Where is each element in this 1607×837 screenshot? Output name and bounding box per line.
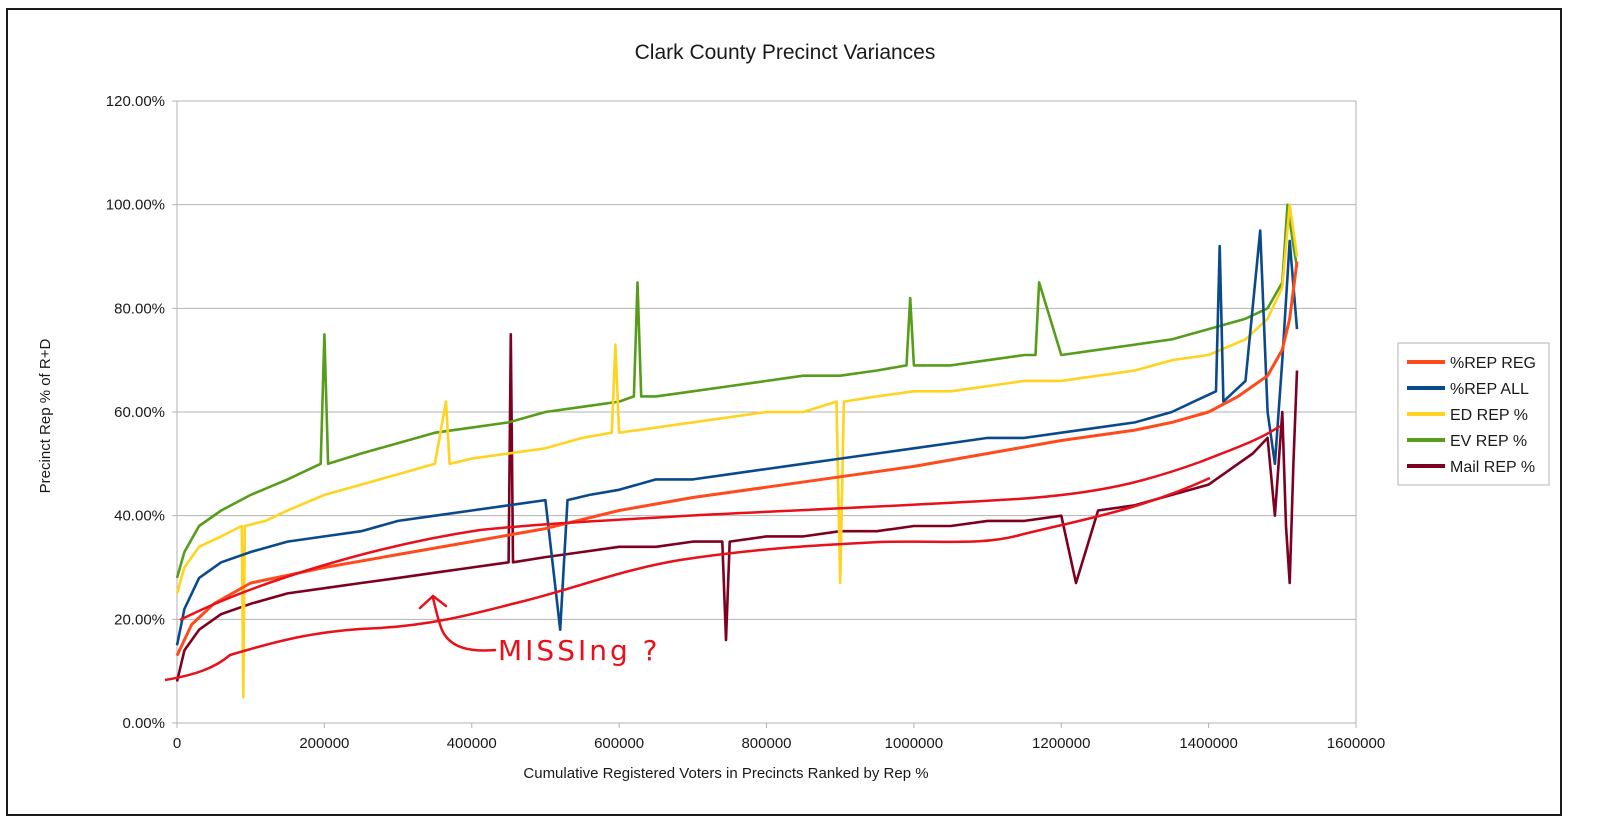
x-tick-label: 200000 (299, 735, 349, 752)
annotation-lower-curve (164, 476, 1211, 682)
y-tick-label: 20.00% (114, 611, 165, 628)
y-tick-label: 0.00% (122, 715, 165, 732)
x-tick-labels: 0 200000 400000 600000 800000 1000000 1200000 1… (173, 735, 1385, 752)
x-axis-title: Cumulative Registered Voters in Precinct… (523, 765, 928, 782)
x-tick-label: 0 (173, 735, 181, 752)
x-tick-label: 1600000 (1327, 735, 1385, 752)
grid-lines (172, 100, 1357, 728)
series-line-mail-rep (175, 332, 1299, 682)
x-tick-label: 1400000 (1179, 735, 1237, 752)
series-line-ev-rep (175, 203, 1299, 579)
hand-drawn-annotation: MISSIng ? (164, 424, 1281, 682)
chart-title: Clark County Precinct Variances (635, 41, 936, 64)
annotation-text: MISSIng ? (498, 634, 661, 667)
legend-label: EV REP % (1450, 433, 1527, 450)
series-line-rep-reg (175, 261, 1299, 657)
x-tick-label: 1000000 (885, 735, 943, 752)
legend: %REP REG %REP ALL ED REP % EV REP % Mail REP… (1397, 342, 1550, 486)
annotation-upper-curve (179, 424, 1281, 622)
annotation-arrow (418, 594, 497, 652)
y-tick-label: 120.00% (106, 93, 165, 110)
x-tick-label: 400000 (447, 735, 497, 752)
y-tick-labels: 0.00% 20.00% 40.00% 60.00% 80.00% 100.00% 120.… (106, 93, 165, 732)
y-tick-label: 40.00% (114, 508, 165, 525)
y-tick-label: 100.00% (106, 197, 165, 214)
x-tick-label: 1200000 (1032, 735, 1090, 752)
series-line-ed-rep (175, 203, 1299, 699)
legend-label: %REP ALL (1450, 381, 1529, 398)
legend-label: %REP REG (1450, 355, 1536, 372)
x-tick-label: 800000 (741, 735, 791, 752)
series-layer (175, 203, 1299, 699)
x-tick-label: 600000 (594, 735, 644, 752)
legend-label: ED REP % (1450, 407, 1528, 424)
y-tick-label: 80.00% (114, 300, 165, 317)
series-line-rep-all (175, 229, 1299, 646)
legend-label: Mail REP % (1450, 459, 1535, 476)
plot-area-border (176, 100, 1357, 724)
y-axis-title: Precinct Rep % of R+D (37, 339, 54, 494)
y-tick-label: 60.00% (114, 404, 165, 421)
